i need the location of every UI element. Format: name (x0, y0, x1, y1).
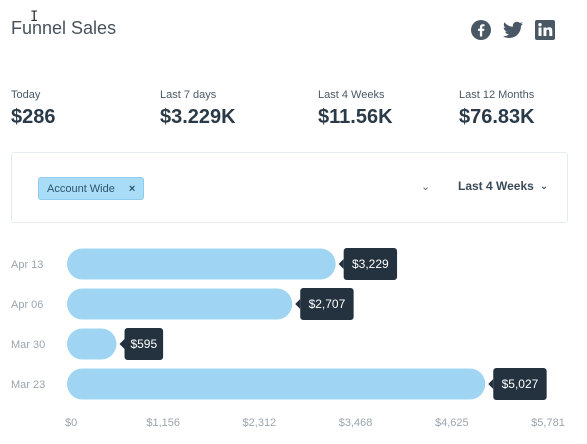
stat-label: Today (11, 89, 41, 101)
bar[interactable] (67, 248, 336, 280)
bar[interactable] (67, 368, 486, 400)
value-tooltip: $3,229 (338, 248, 398, 280)
period-selector[interactable]: Last 4 Weeks ⌄ (458, 179, 548, 193)
text-cursor-icon: I (30, 9, 39, 25)
bar[interactable] (67, 288, 293, 320)
category-label: Apr 06 (11, 299, 43, 311)
category-label: Mar 30 (11, 339, 45, 351)
x-tick-label: $2,312 (243, 417, 277, 429)
value-label: $2,707 (309, 297, 346, 311)
stat-label: Last 4 Weeks (318, 89, 385, 101)
stats-row: Today $286 Last 7 days $3.229K Last 4 We… (0, 89, 587, 139)
stat-label: Last 7 days (160, 89, 217, 101)
chip-label: Account Wide (47, 182, 115, 195)
stat-value: $11.56K (318, 106, 393, 128)
bar[interactable] (67, 328, 117, 360)
stat-value: $3.229K (160, 106, 236, 128)
value-label: $5,027 (502, 377, 539, 391)
stat-value: $286 (11, 106, 56, 128)
stat-label: Last 12 Months (459, 89, 535, 101)
page-title: Funnel Sales (11, 18, 117, 38)
stat-today: Today $286 (11, 89, 56, 129)
x-tick-label: $4,625 (435, 417, 469, 429)
value-tooltip: $5,027 (488, 368, 547, 400)
stat-last-12-months: Last 12 Months $76.83K (459, 89, 535, 129)
facebook-icon[interactable] (470, 19, 492, 41)
chevron-down-icon: ⌄ (539, 180, 549, 192)
x-tick-label: $0 (65, 417, 77, 429)
x-tick-label: $5,781 (531, 417, 565, 429)
value-tooltip: $595 (119, 328, 164, 360)
x-tick-label: $3,468 (339, 417, 373, 429)
value-label: $595 (130, 337, 157, 351)
linkedin-icon[interactable] (534, 19, 556, 41)
value-tooltip: $2,707 (295, 288, 354, 320)
account-filter-chip[interactable]: Account Wide × (38, 177, 145, 200)
funnel-sales-bar-chart: Apr 13 $3,229 Apr 06 $2,707 Mar 30 $595 Mar 23… (11, 248, 565, 429)
period-label: Last 4 Weeks (458, 179, 534, 193)
value-label: $3,229 (352, 257, 389, 271)
stat-last-4-weeks: Last 4 Weeks $11.56K (318, 89, 393, 129)
filter-dropdown-chevron-icon[interactable]: ⌄ (421, 181, 431, 193)
filter-panel: Account Wide × ⌄ Last 4 Weeks ⌄ (11, 152, 568, 223)
twitter-icon[interactable] (502, 19, 524, 41)
stat-value: $76.83K (459, 106, 535, 128)
category-label: Mar 23 (11, 379, 45, 391)
x-tick-label: $1,156 (146, 417, 180, 429)
stat-last-7-days: Last 7 days $3.229K (160, 89, 236, 129)
chip-remove-icon[interactable]: × (128, 182, 136, 195)
category-label: Apr 13 (11, 259, 43, 271)
